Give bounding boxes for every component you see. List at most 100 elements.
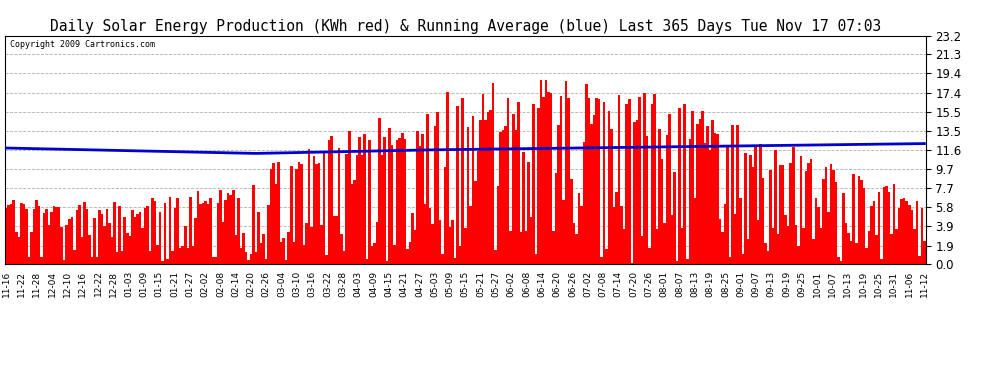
Bar [298,162,300,264]
Bar [787,226,789,264]
Bar [80,237,83,264]
Bar [166,259,169,264]
Bar [60,227,63,264]
Bar [350,184,353,264]
Bar [259,243,262,264]
Bar [28,257,31,264]
Bar [217,203,220,264]
Bar [381,155,383,264]
Bar [800,156,802,264]
Bar [119,206,121,264]
Bar [666,135,668,264]
Bar [636,120,639,264]
Bar [716,134,719,264]
Bar [242,233,245,264]
Bar [466,127,469,264]
Bar [540,80,543,264]
Bar [875,235,878,264]
Bar [867,231,870,264]
Bar [409,242,411,264]
Bar [525,231,527,264]
Bar [338,148,341,264]
Bar [805,171,807,264]
Bar [522,152,525,264]
Bar [194,218,197,264]
Bar [870,206,873,264]
Bar [343,251,346,264]
Bar [464,228,466,264]
Bar [386,261,388,264]
Bar [18,237,20,264]
Bar [57,207,60,264]
Bar [320,225,323,264]
Bar [644,93,645,264]
Bar [482,94,484,264]
Bar [365,259,368,264]
Bar [610,129,613,264]
Bar [807,163,810,264]
Bar [222,222,225,264]
Bar [204,201,207,264]
Bar [543,97,545,264]
Bar [270,169,272,264]
Bar [547,92,549,264]
Bar [835,182,838,264]
Bar [212,257,215,264]
Bar [144,209,147,264]
Bar [197,190,199,264]
Bar [575,234,577,264]
Bar [50,212,52,264]
Bar [779,165,782,264]
Bar [225,200,227,264]
Bar [683,104,686,264]
Bar [52,206,55,264]
Bar [230,195,232,264]
Bar [252,185,254,264]
Bar [181,246,184,264]
Bar [572,223,575,264]
Bar [151,198,153,264]
Bar [883,187,885,264]
Bar [590,124,593,264]
Bar [906,201,908,264]
Bar [639,97,641,264]
Bar [41,257,43,264]
Bar [668,114,671,264]
Bar [91,257,93,264]
Bar [510,231,512,264]
Bar [633,122,636,264]
Bar [582,142,585,264]
Bar [305,223,308,264]
Bar [549,93,552,264]
Bar [8,205,10,264]
Bar [437,112,439,264]
Bar [628,99,631,264]
Bar [688,139,691,264]
Bar [673,172,676,264]
Bar [272,163,275,264]
Bar [23,204,25,264]
Bar [815,198,817,264]
Bar [562,200,565,264]
Bar [142,228,144,264]
Bar [557,125,560,264]
Bar [739,198,742,264]
Bar [626,104,628,264]
Bar [855,243,857,264]
Bar [353,180,355,264]
Bar [388,128,391,264]
Bar [727,146,729,264]
Bar [538,108,540,264]
Bar [918,256,921,264]
Bar [355,155,358,264]
Bar [621,206,623,264]
Bar [48,225,50,264]
Bar [346,154,348,264]
Bar [101,214,103,264]
Bar [641,236,644,264]
Bar [766,251,769,264]
Bar [686,259,689,264]
Bar [129,237,131,264]
Bar [287,232,290,264]
Bar [890,234,893,264]
